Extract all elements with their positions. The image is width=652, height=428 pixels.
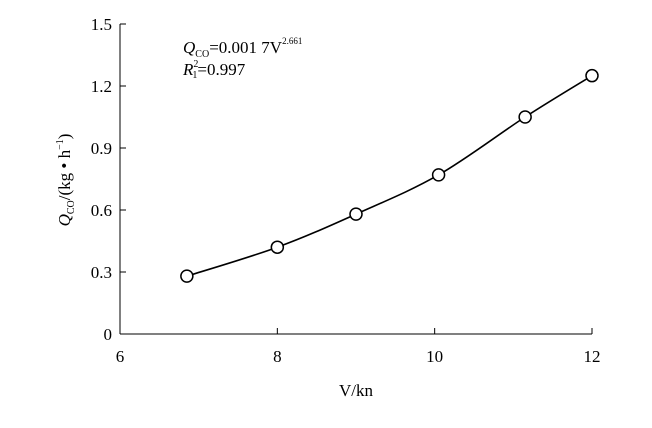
y-axis-label: QCO/(kg • h−1) xyxy=(55,134,77,227)
y-tick-label: 1.2 xyxy=(91,77,112,96)
data-point xyxy=(518,110,532,124)
data-point xyxy=(180,269,194,283)
x-tick-label: 10 xyxy=(426,347,443,366)
x-axis-label: V/kn xyxy=(339,381,374,400)
fit-equation: QCO=0.001 7V2.661 xyxy=(183,36,302,60)
x-tick-label: 12 xyxy=(584,347,601,366)
y-label-sub: CO xyxy=(66,200,77,214)
y-label-q: Q xyxy=(55,214,74,226)
y-ticks: 0 0.3 0.6 0.9 1.2 1.5 xyxy=(91,15,126,344)
data-point xyxy=(585,68,599,83)
eq-rhs: =0.001 7V xyxy=(209,38,283,57)
r2-sub: 1 xyxy=(192,70,197,81)
y-tick-label: 0.9 xyxy=(91,139,112,158)
x-tick-label: 8 xyxy=(273,347,282,366)
eq-lhs-sub: CO xyxy=(195,49,209,60)
y-tick-label: 0.6 xyxy=(91,201,112,220)
x-tick-label: 6 xyxy=(116,347,125,366)
y-label-exp: −1 xyxy=(55,139,66,150)
r2-value: =0.997 xyxy=(197,60,245,79)
r-squared: R2 1=0.997 xyxy=(182,59,246,81)
axes xyxy=(119,24,592,335)
eq-lhs: Q xyxy=(183,38,195,57)
data-point xyxy=(349,207,363,221)
data-points xyxy=(180,68,599,283)
y-tick-label: 0 xyxy=(104,325,113,344)
eq-exponent: 2.661 xyxy=(282,36,302,46)
y-label-close: ) xyxy=(55,134,74,140)
y-tick-label: 0.3 xyxy=(91,263,112,282)
x-ticks: 6 8 10 12 xyxy=(116,328,601,366)
r2-sup: 2 xyxy=(193,59,198,70)
fit-curve xyxy=(186,74,593,277)
r2-symbol: R xyxy=(182,60,194,79)
data-point xyxy=(270,240,285,254)
data-point xyxy=(431,168,446,182)
y-label-unit: /(kg • h xyxy=(55,149,74,200)
y-tick-label: 1.5 xyxy=(91,15,112,34)
